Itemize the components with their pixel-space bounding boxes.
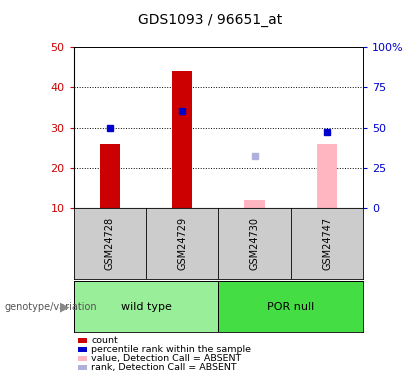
Bar bbox=[317, 144, 337, 208]
Bar bbox=[100, 144, 120, 208]
Text: GSM24729: GSM24729 bbox=[177, 217, 187, 270]
Text: genotype/variation: genotype/variation bbox=[4, 302, 97, 312]
Bar bbox=[74, 281, 218, 332]
Bar bbox=[172, 71, 192, 208]
Text: ▶: ▶ bbox=[60, 300, 69, 313]
Bar bbox=[218, 281, 363, 332]
Text: GSM24728: GSM24728 bbox=[105, 217, 115, 270]
Text: GSM24747: GSM24747 bbox=[322, 217, 332, 270]
Text: GDS1093 / 96651_at: GDS1093 / 96651_at bbox=[138, 13, 282, 27]
Text: POR null: POR null bbox=[267, 302, 315, 312]
Text: percentile rank within the sample: percentile rank within the sample bbox=[91, 345, 251, 354]
Text: count: count bbox=[91, 336, 118, 345]
Text: rank, Detection Call = ABSENT: rank, Detection Call = ABSENT bbox=[91, 363, 237, 372]
Text: GSM24730: GSM24730 bbox=[249, 217, 260, 270]
Text: wild type: wild type bbox=[121, 302, 171, 312]
Text: value, Detection Call = ABSENT: value, Detection Call = ABSENT bbox=[91, 354, 242, 363]
Bar bbox=[244, 200, 265, 208]
